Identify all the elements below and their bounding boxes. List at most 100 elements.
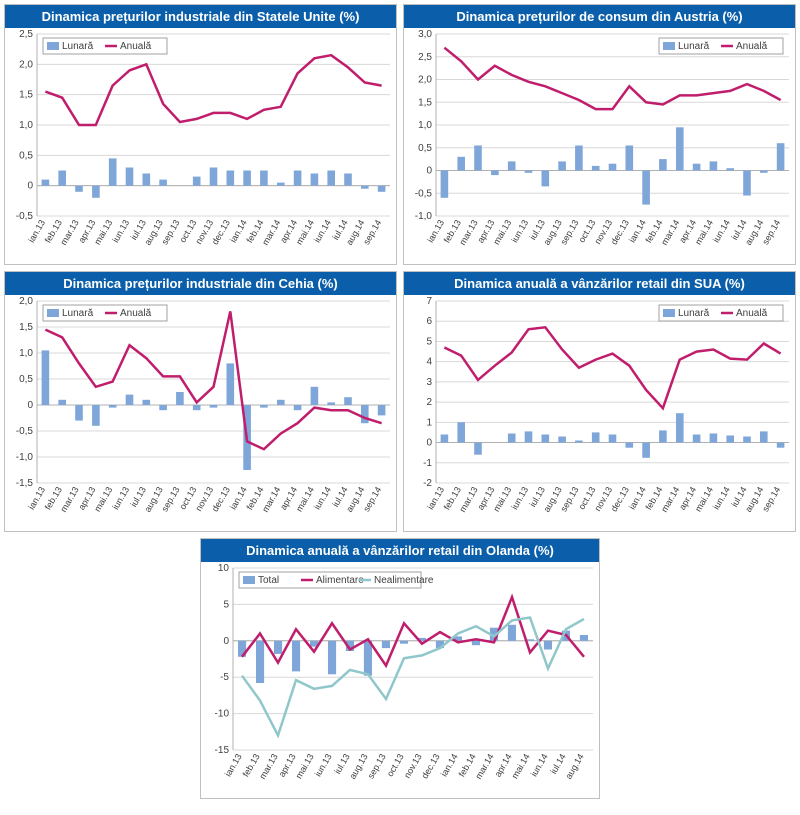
svg-text:sep.13: sep.13 <box>366 752 388 780</box>
bar <box>760 171 768 173</box>
chart-title: Dinamica prețurilor industriale din Stat… <box>5 5 396 28</box>
bar <box>126 168 134 186</box>
bar <box>592 166 600 171</box>
bar <box>294 171 302 186</box>
svg-text:-0,5: -0,5 <box>16 426 34 437</box>
bar <box>75 405 83 421</box>
bar <box>626 443 634 448</box>
svg-text:iun.13: iun.13 <box>509 218 530 244</box>
bar <box>558 161 566 170</box>
bar <box>726 168 734 170</box>
svg-text:Lunară: Lunară <box>62 308 94 319</box>
chart-plot-area: -0,500,51,01,52,02,5ian.13feb.13mar.13ap… <box>5 28 396 264</box>
bar <box>193 405 201 410</box>
bar <box>260 171 268 186</box>
bar <box>378 405 386 415</box>
svg-text:mai.14: mai.14 <box>510 752 532 780</box>
bar <box>575 441 583 443</box>
svg-text:Anuală: Anuală <box>120 41 152 52</box>
bar <box>382 641 390 648</box>
bar <box>726 436 734 443</box>
chart-panel-czech_ppi: Dinamica prețurilor industriale din Cehi… <box>4 271 397 532</box>
bar <box>274 641 282 654</box>
svg-text:-1: -1 <box>423 458 432 469</box>
bar <box>311 174 319 186</box>
svg-text:-0,5: -0,5 <box>415 188 433 199</box>
bar <box>642 171 650 205</box>
chart-title: Dinamica anuală a vânzărilor retail din … <box>404 272 795 295</box>
svg-text:iun.14: iun.14 <box>529 752 550 778</box>
line-series <box>45 55 381 125</box>
svg-text:mai.13: mai.13 <box>294 752 316 780</box>
bar <box>378 186 386 192</box>
bar <box>327 402 335 405</box>
bar <box>344 174 352 186</box>
bar <box>311 387 319 405</box>
svg-text:-5: -5 <box>220 672 229 683</box>
svg-text:iun.14: iun.14 <box>711 485 732 511</box>
svg-text:0: 0 <box>223 636 229 647</box>
bar <box>58 400 66 405</box>
bar <box>508 161 516 170</box>
bar <box>400 641 408 644</box>
svg-text:10: 10 <box>218 563 230 574</box>
bar <box>544 641 552 650</box>
svg-text:2,0: 2,0 <box>19 296 33 307</box>
line-series <box>444 327 780 408</box>
svg-text:Nealimentare: Nealimentare <box>374 575 434 586</box>
chart-title: Dinamica prețurilor de consum din Austri… <box>404 5 795 28</box>
bar <box>210 168 218 186</box>
svg-text:iun.13: iun.13 <box>110 485 131 511</box>
svg-text:Anuală: Anuală <box>736 41 768 52</box>
svg-text:-1,5: -1,5 <box>16 478 34 489</box>
svg-text:Total: Total <box>258 575 279 586</box>
svg-text:-0,5: -0,5 <box>16 211 34 222</box>
bar <box>592 432 600 442</box>
bar <box>92 186 100 198</box>
bar <box>227 363 235 405</box>
bar <box>626 146 634 171</box>
svg-text:Lunară: Lunară <box>678 41 710 52</box>
bar <box>441 435 449 443</box>
bar <box>710 434 718 443</box>
svg-text:1,5: 1,5 <box>19 90 33 101</box>
svg-text:1,0: 1,0 <box>418 120 432 131</box>
bar <box>441 171 449 198</box>
svg-text:-15: -15 <box>215 745 230 756</box>
bar <box>710 161 718 170</box>
svg-text:0: 0 <box>426 166 432 177</box>
svg-text:1,0: 1,0 <box>19 120 33 131</box>
bar <box>361 405 369 423</box>
chart-plot-area: -1,5-1,0-0,500,51,01,52,0ian.13feb.13mar… <box>5 295 396 531</box>
bar <box>525 171 533 173</box>
svg-text:mar.14: mar.14 <box>473 752 495 781</box>
bar <box>159 180 167 186</box>
bar <box>474 146 482 171</box>
bar <box>542 171 550 187</box>
bar <box>659 159 667 170</box>
svg-text:aug.14: aug.14 <box>563 752 585 781</box>
bar <box>693 164 701 171</box>
bar <box>260 405 268 408</box>
bar <box>344 397 352 405</box>
svg-text:iun.13: iun.13 <box>110 218 131 244</box>
svg-text:1: 1 <box>426 417 432 428</box>
svg-text:iun.14: iun.14 <box>711 218 732 244</box>
svg-text:0: 0 <box>27 181 33 192</box>
svg-text:4: 4 <box>426 357 432 368</box>
svg-text:0: 0 <box>426 438 432 449</box>
svg-text:5: 5 <box>426 336 432 347</box>
svg-text:dec.13: dec.13 <box>420 752 442 780</box>
svg-text:0,5: 0,5 <box>19 374 33 385</box>
bar <box>294 405 302 410</box>
bar <box>474 443 482 455</box>
bar <box>472 641 480 645</box>
svg-text:7: 7 <box>426 296 432 307</box>
bar <box>457 422 465 442</box>
bar <box>58 171 66 186</box>
bar <box>558 437 566 443</box>
bar <box>75 186 83 192</box>
chart-title: Dinamica prețurilor industriale din Cehi… <box>5 272 396 295</box>
line-series <box>45 311 381 449</box>
bar <box>328 641 336 675</box>
